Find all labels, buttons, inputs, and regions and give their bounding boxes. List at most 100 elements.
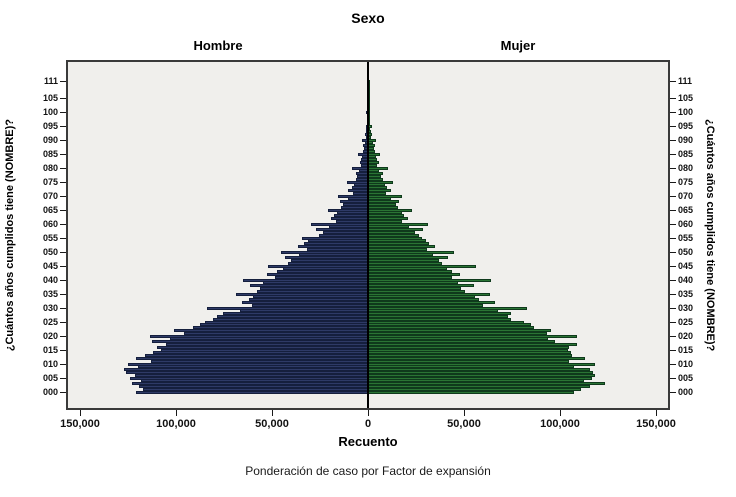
male-bar xyxy=(252,303,368,307)
male-bar xyxy=(138,365,368,369)
female-bar xyxy=(368,286,461,290)
female-bar xyxy=(368,275,452,279)
y-tick-left xyxy=(60,80,66,82)
male-bar xyxy=(166,342,368,346)
y-tick-label-left: 105 xyxy=(42,92,58,103)
x-tick xyxy=(559,410,561,416)
x-tick-label: 50,000 xyxy=(255,418,289,430)
female-bar xyxy=(368,337,548,341)
y-tick-label-right: 055 xyxy=(678,232,694,243)
y-tick-label-right: 030 xyxy=(678,302,694,313)
female-bar xyxy=(368,300,495,304)
male-bar xyxy=(150,334,368,338)
female-bar xyxy=(368,144,375,148)
female-bar xyxy=(368,230,415,234)
y-tick-right xyxy=(670,251,676,253)
y-tick-left xyxy=(60,391,66,393)
female-bar xyxy=(368,236,422,240)
x-tick-label: 100,000 xyxy=(540,418,580,430)
y-tick-right xyxy=(670,279,676,281)
y-tick-label-right: 010 xyxy=(678,358,694,369)
female-bar xyxy=(368,379,584,383)
male-bar xyxy=(341,205,368,209)
female-bar xyxy=(368,202,396,206)
female-bar xyxy=(368,253,433,257)
female-bar xyxy=(368,211,402,215)
female-bar xyxy=(368,331,547,335)
female-bar xyxy=(368,138,376,142)
chart-title: Sexo xyxy=(351,10,385,26)
female-bar xyxy=(368,312,511,316)
y-tick-left xyxy=(60,293,66,295)
y-tick-label-left: 111 xyxy=(43,75,58,86)
y-tick-label-left: 070 xyxy=(42,190,58,201)
y-tick-left xyxy=(60,265,66,267)
y-tick-label-left: 030 xyxy=(42,302,58,313)
female-bar xyxy=(368,152,380,156)
y-tick-left xyxy=(60,237,66,239)
male-bar xyxy=(319,233,368,237)
x-tick xyxy=(463,410,465,416)
male-bar xyxy=(128,362,368,366)
male-bar xyxy=(291,258,368,262)
y-tick-left xyxy=(60,97,66,99)
y-tick-label-left: 035 xyxy=(42,288,58,299)
male-bar xyxy=(336,219,368,223)
female-bar xyxy=(368,188,391,192)
y-axis-title-left-text: ¿Cuántos años cumplidos tiene (NOMBRE)? xyxy=(4,118,16,352)
x-tick xyxy=(655,410,657,416)
female-bar xyxy=(368,365,574,369)
x-tick xyxy=(79,410,81,416)
female-bar xyxy=(368,244,435,248)
male-bar xyxy=(141,379,368,383)
male-bar xyxy=(337,211,368,215)
female-bar xyxy=(368,334,577,338)
male-bar xyxy=(329,225,368,229)
male-bar xyxy=(136,356,368,360)
y-tick-label-left: 075 xyxy=(42,176,58,187)
male-bar xyxy=(347,180,368,184)
female-bar xyxy=(368,158,377,162)
male-bar xyxy=(193,326,368,330)
female-bar xyxy=(368,216,408,220)
male-bar xyxy=(288,261,368,265)
female-bar xyxy=(368,323,531,327)
female-bar xyxy=(368,320,524,324)
x-axis-title: Recuento xyxy=(338,434,398,449)
y-tick-left xyxy=(60,167,66,169)
female-bar xyxy=(368,354,572,358)
y-tick-label-right: 040 xyxy=(678,274,694,285)
male-bar xyxy=(328,208,368,212)
male-bar xyxy=(352,166,368,170)
y-axis-title-left: ¿Cuántos años cumplidos tiene (NOMBRE)? xyxy=(4,60,16,410)
y-tick-left xyxy=(60,251,66,253)
female-bar xyxy=(368,267,447,271)
female-bar xyxy=(368,242,429,246)
female-bar xyxy=(368,368,590,372)
y-tick-label-right: 100 xyxy=(678,106,694,117)
y-tick-right xyxy=(670,209,676,211)
female-bar xyxy=(368,172,383,176)
female-bar xyxy=(368,289,465,293)
y-tick-label-right: 070 xyxy=(678,190,694,201)
female-bar xyxy=(368,281,458,285)
female-bar xyxy=(368,180,393,184)
y-tick-right xyxy=(670,223,676,225)
male-bar xyxy=(139,384,368,388)
y-tick-label-right: 020 xyxy=(678,330,694,341)
female-bar xyxy=(368,177,383,181)
male-bar xyxy=(151,359,368,363)
y-tick-right xyxy=(670,97,676,99)
male-bar xyxy=(299,253,368,257)
male-bar xyxy=(242,300,368,304)
y-tick-right xyxy=(670,125,676,127)
female-bar xyxy=(368,247,427,251)
female-bar xyxy=(368,264,476,268)
male-bar xyxy=(217,314,368,318)
male-bar xyxy=(302,236,368,240)
male-bar xyxy=(348,197,368,201)
male-bar xyxy=(308,239,368,243)
female-bar xyxy=(368,149,375,153)
male-bar xyxy=(268,264,368,268)
female-bar xyxy=(368,356,585,360)
